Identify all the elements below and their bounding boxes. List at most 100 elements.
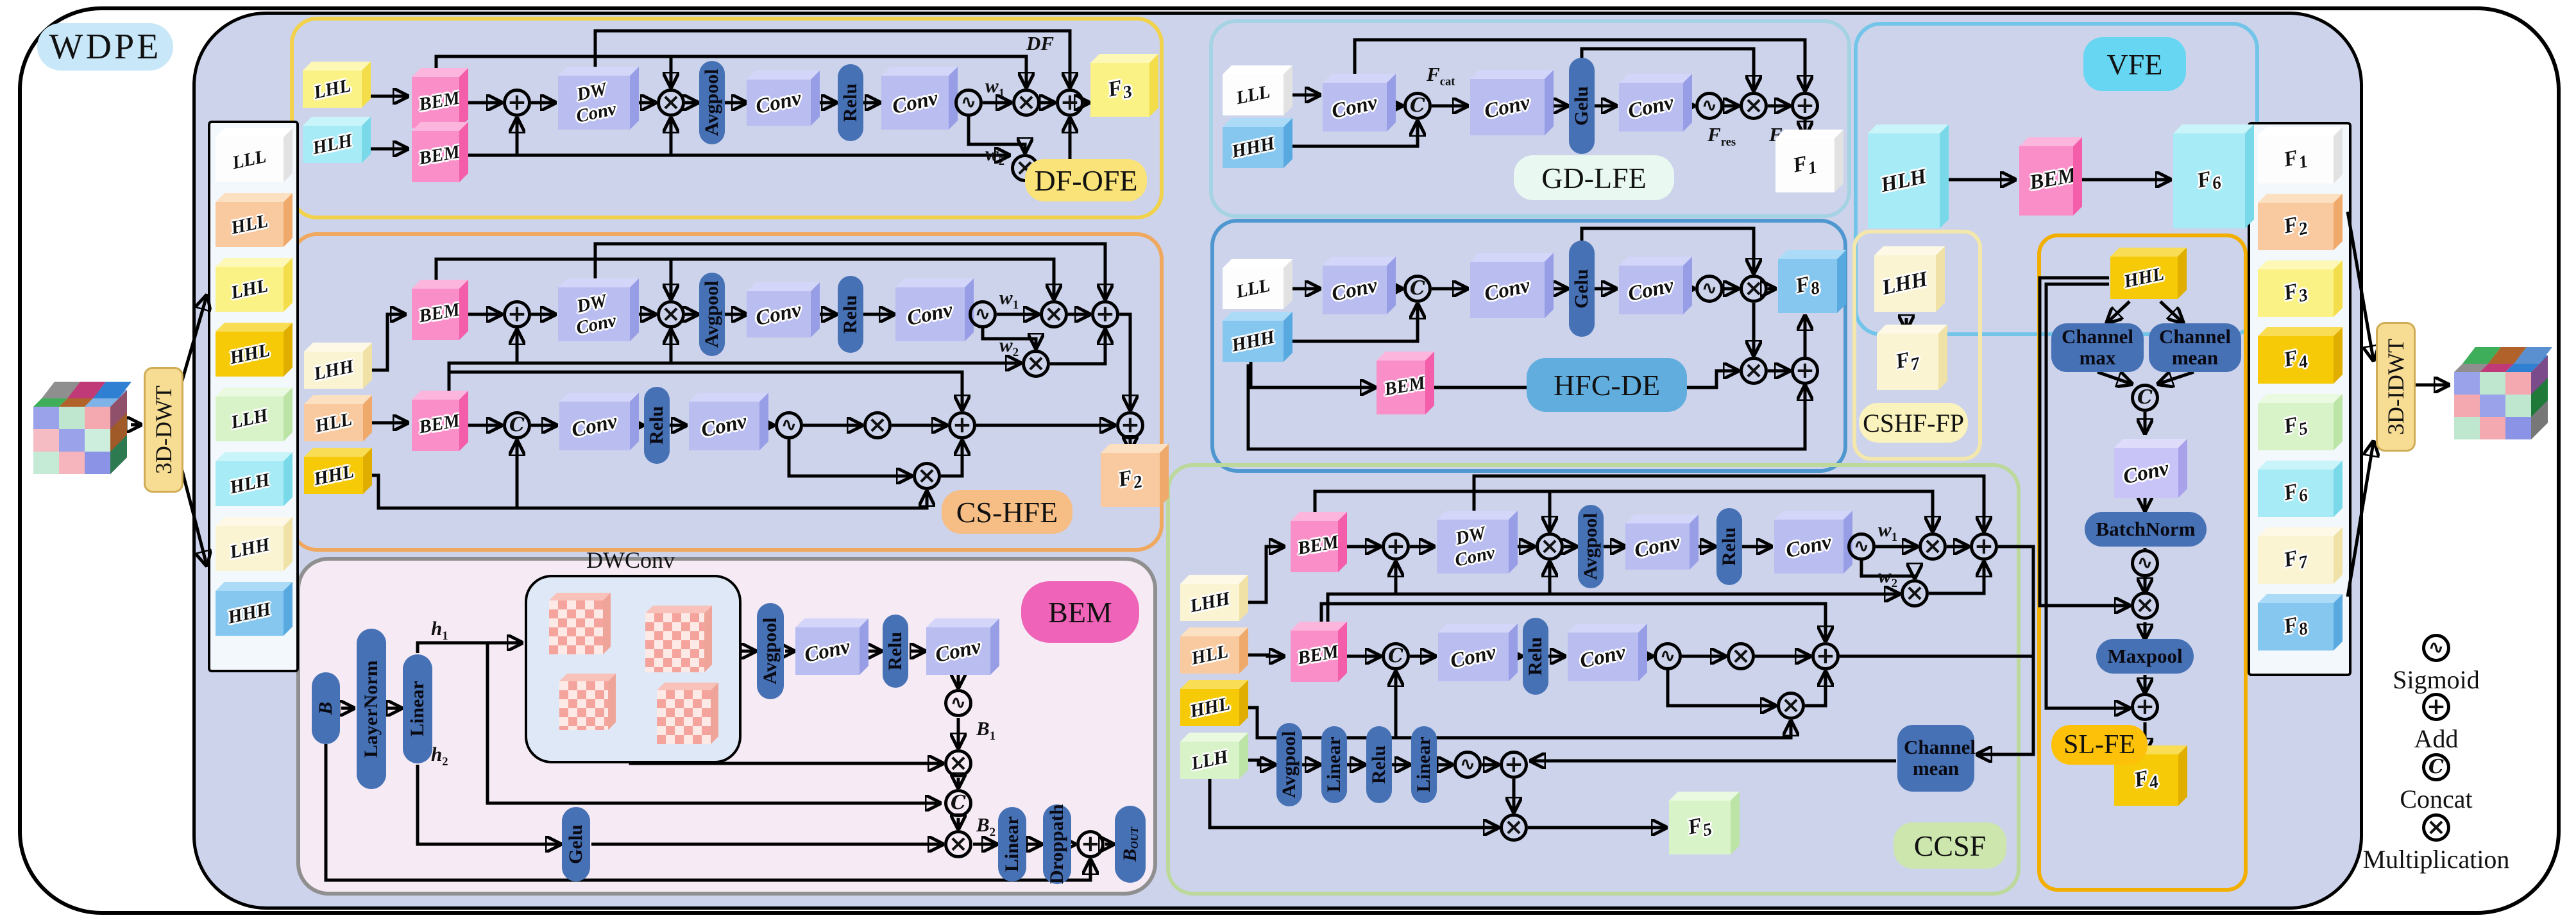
bem-conv-1: Conv [795, 627, 860, 675]
sl-fe-channel-max: Channel max [2051, 323, 2144, 372]
dwt-box: 3D-DWT [144, 367, 183, 493]
vfe-output-f6: F6 [2173, 133, 2245, 228]
bem-avgpool: Avgpool [757, 603, 784, 699]
multiply-icon: × [657, 300, 685, 328]
ccsf-dwconv: DW Conv [1437, 520, 1509, 574]
hfc-de-arrows [1246, 226, 1805, 451]
input-cube [33, 382, 131, 474]
ccsf-channel-mean: Channel mean [1897, 725, 1976, 792]
w1-label: w1 [999, 286, 1019, 312]
bem-dwconv-title: DWConv [586, 547, 675, 573]
sl-fe-arrows [2038, 276, 2194, 752]
bem-badge: BEM [1021, 581, 1139, 643]
bem-layernorm: LayerNorm [357, 629, 386, 789]
add-icon: + [1116, 411, 1144, 439]
cs-hfe-conv-2: Conv [895, 287, 965, 341]
bem-arrows [324, 643, 1112, 882]
hfc-de-badge: HFC-DE [1527, 358, 1687, 412]
multiply-icon: × [1727, 642, 1755, 670]
add-icon: + [2131, 693, 2159, 721]
add-icon: + [503, 89, 531, 117]
bem-linear-1: Linear [403, 654, 432, 763]
output-f5: F5 [2258, 403, 2334, 450]
output-f6: F6 [2258, 470, 2334, 517]
sl-fe-badge: SL-FE [2051, 725, 2148, 765]
concat-icon: C [2422, 753, 2450, 781]
sigmoid-icon: ∿ [954, 89, 983, 117]
add-icon: + [1056, 89, 1084, 117]
concat-icon: C [2131, 384, 2159, 412]
output-cube [2454, 347, 2552, 439]
output-f8: F8 [2258, 603, 2334, 650]
gd-lfe-input-hhh: HHH [1223, 127, 1284, 168]
wdpe-title: WDPE [49, 27, 162, 67]
df-ofe-arrows [363, 29, 1088, 170]
add-icon: + [1076, 830, 1105, 858]
fres-label: Fres [1707, 123, 1736, 149]
df-ofe-badge: DF-OFE [1025, 159, 1147, 201]
cs-hfe-output-f2: F2 [1101, 453, 1160, 507]
output-f2: F2 [2258, 203, 2334, 250]
idwt-label: 3D-IDWT [2383, 339, 2409, 435]
cs-hfe-input-hll: HLL [304, 404, 363, 441]
multiply-icon: × [1777, 692, 1805, 720]
cs-hfe-arrows [363, 242, 1130, 510]
cs-hfe-avgpool: Avgpool [699, 273, 725, 356]
ccsf-relu-3: Relu [1366, 726, 1392, 803]
output-f4: F4 [2258, 336, 2334, 384]
multiply-icon: × [944, 749, 972, 778]
gd-lfe-input-lll: LLL [1223, 74, 1284, 115]
multiply-icon: × [1919, 532, 1947, 561]
cs-hfe-relu-2: Relu [644, 387, 670, 464]
legend-sigmoid-label: Sigmoid [2393, 665, 2480, 694]
add-icon: + [503, 300, 531, 328]
dwconv-kernel-cube [559, 681, 608, 730]
cs-hfe-relu-1: Relu [838, 276, 863, 353]
h1-label: h1 [431, 617, 448, 643]
hfc-de-conv-1: Conv [1323, 266, 1387, 314]
band-lhl: LHL [216, 267, 284, 312]
concat-icon: C [503, 411, 531, 439]
cs-hfe-conv-1: Conv [747, 291, 811, 337]
w1-label: w1 [985, 74, 1004, 101]
sigmoid-icon: ∿ [2131, 549, 2159, 577]
b2-label: B2 [976, 813, 996, 840]
gd-lfe-conv-3: Conv [1619, 83, 1683, 132]
add-icon: + [1091, 300, 1119, 328]
block-cshf-fp [1852, 230, 1982, 461]
ccsf-relu-1: Relu [1716, 508, 1742, 585]
ccsf-input-llh: LLH [1180, 742, 1239, 779]
band-hhl: HHL [216, 332, 284, 377]
block-df-ofe [290, 17, 1164, 219]
ccsf-input-lhh: LHH [1180, 584, 1239, 621]
cs-hfe-badge: CS-HFE [942, 490, 1072, 534]
ccsf-conv-2: Conv [1774, 520, 1843, 574]
w2-label: w2 [1878, 565, 1897, 591]
multiply-icon: × [1040, 300, 1068, 328]
hfc-de-gelu: Gelu [1569, 241, 1595, 337]
vfe-bem: BEM [2019, 146, 2078, 216]
legend-add-label: Add [2414, 724, 2459, 753]
df-ofe-conv-1: Conv [747, 80, 811, 126]
ccsf-relu-2: Relu [1523, 618, 1548, 695]
concat-icon: C [1382, 642, 1410, 670]
wdpe-title-badge: WDPE [37, 23, 173, 71]
gd-lfe-conv-1: Conv [1323, 83, 1387, 132]
concat-icon: C [944, 789, 972, 817]
sigmoid-icon: ∿ [944, 689, 972, 717]
band-lhh: LHH [216, 526, 284, 571]
multiply-icon: × [657, 89, 685, 117]
vfe-badge: VFE [2083, 37, 2186, 91]
sigmoid-icon: ∿ [969, 300, 997, 328]
vfe-input-hlh: HLH [1868, 133, 1940, 228]
gd-lfe-badge: GD-LFE [1514, 155, 1674, 200]
sigmoid-icon: ∿ [775, 411, 803, 439]
df-ofe-bem-2: BEM [412, 131, 462, 182]
fcat-label: Fcat [1427, 63, 1455, 89]
bem-gelu: Gelu [562, 807, 590, 881]
multiply-icon: × [1740, 92, 1768, 120]
cshf-fp-output-f7: F7 [1877, 334, 1938, 390]
add-icon: + [1791, 357, 1819, 385]
sigmoid-icon: ∿ [1453, 751, 1482, 779]
